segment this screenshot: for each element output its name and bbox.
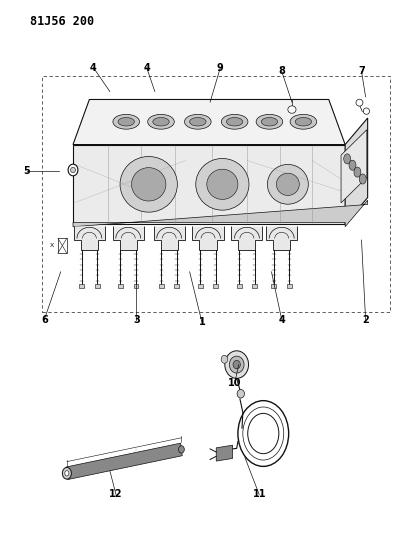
Ellipse shape	[190, 117, 206, 126]
Ellipse shape	[185, 114, 211, 129]
Ellipse shape	[344, 154, 351, 164]
Polygon shape	[213, 284, 218, 288]
Ellipse shape	[153, 117, 169, 126]
Ellipse shape	[207, 169, 238, 199]
Text: 4: 4	[279, 314, 285, 325]
Polygon shape	[73, 144, 345, 224]
Polygon shape	[73, 200, 368, 227]
Ellipse shape	[276, 173, 299, 196]
Polygon shape	[272, 284, 276, 288]
Polygon shape	[232, 226, 262, 249]
Ellipse shape	[70, 167, 75, 173]
Polygon shape	[266, 226, 297, 249]
Ellipse shape	[178, 446, 184, 453]
Ellipse shape	[356, 99, 363, 106]
Text: 12: 12	[109, 489, 123, 499]
Polygon shape	[73, 100, 345, 144]
Polygon shape	[252, 284, 257, 288]
Ellipse shape	[196, 158, 249, 210]
Text: 8: 8	[278, 67, 285, 76]
Text: 9: 9	[217, 63, 224, 72]
Polygon shape	[133, 284, 138, 288]
Polygon shape	[287, 284, 292, 288]
Ellipse shape	[354, 167, 361, 177]
Text: 4: 4	[90, 63, 97, 72]
Ellipse shape	[120, 157, 177, 212]
Polygon shape	[159, 284, 164, 288]
Text: 1: 1	[199, 317, 205, 327]
Ellipse shape	[290, 114, 317, 129]
Text: X: X	[50, 243, 54, 248]
Polygon shape	[79, 284, 84, 288]
Ellipse shape	[359, 174, 366, 184]
Ellipse shape	[363, 108, 370, 114]
Text: 11: 11	[253, 489, 266, 499]
Polygon shape	[95, 284, 100, 288]
Polygon shape	[216, 445, 233, 461]
Text: 2: 2	[362, 314, 369, 325]
Ellipse shape	[225, 351, 248, 378]
Polygon shape	[118, 284, 123, 288]
Ellipse shape	[113, 114, 140, 129]
Polygon shape	[175, 284, 179, 288]
Ellipse shape	[267, 165, 308, 204]
Text: 6: 6	[41, 314, 48, 325]
Ellipse shape	[261, 117, 278, 126]
Polygon shape	[113, 226, 144, 249]
Text: 10: 10	[228, 378, 241, 388]
Ellipse shape	[227, 117, 243, 126]
Ellipse shape	[65, 471, 69, 476]
Ellipse shape	[62, 467, 71, 479]
Ellipse shape	[131, 167, 166, 201]
Ellipse shape	[221, 114, 248, 129]
Polygon shape	[236, 284, 241, 288]
Polygon shape	[345, 118, 368, 224]
Ellipse shape	[233, 360, 240, 369]
Ellipse shape	[118, 117, 134, 126]
Text: 3: 3	[133, 314, 140, 325]
Text: X: X	[134, 448, 138, 453]
Ellipse shape	[288, 106, 296, 114]
Text: 7: 7	[358, 67, 365, 76]
Ellipse shape	[349, 160, 356, 170]
Ellipse shape	[221, 356, 228, 364]
Ellipse shape	[256, 114, 283, 129]
Text: 4: 4	[143, 63, 150, 72]
Ellipse shape	[295, 117, 311, 126]
Polygon shape	[341, 130, 367, 203]
Text: 5: 5	[23, 166, 30, 176]
Ellipse shape	[147, 114, 174, 129]
Polygon shape	[66, 443, 182, 480]
Ellipse shape	[68, 164, 78, 176]
Ellipse shape	[229, 356, 244, 373]
Polygon shape	[154, 226, 185, 249]
Polygon shape	[198, 284, 203, 288]
Polygon shape	[192, 226, 224, 249]
Text: 81J56 200: 81J56 200	[30, 14, 94, 28]
Ellipse shape	[237, 390, 244, 398]
Polygon shape	[74, 226, 105, 249]
